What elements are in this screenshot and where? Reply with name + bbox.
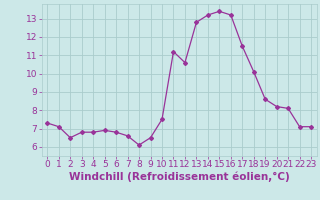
X-axis label: Windchill (Refroidissement éolien,°C): Windchill (Refroidissement éolien,°C) bbox=[69, 172, 290, 182]
